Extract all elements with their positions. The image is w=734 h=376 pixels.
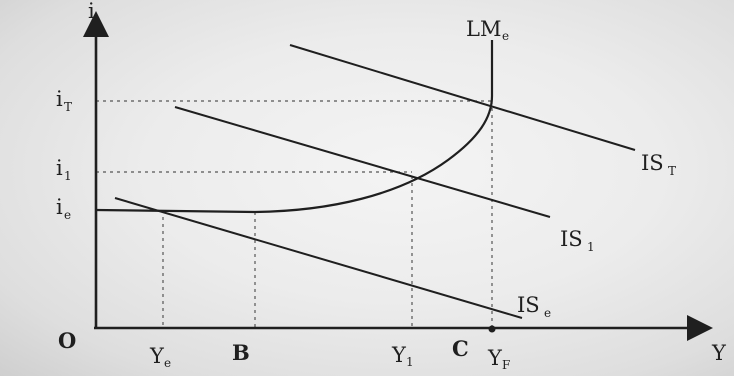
axes [83,11,713,341]
svg-text:e: e [544,306,551,320]
origin-label: O [58,328,76,353]
x-tick-YF: Y F [487,346,510,372]
y-axis-label: i [88,0,95,23]
svg-text:IS: IS [517,293,540,317]
svg-text:IS: IS [641,151,664,175]
svg-text:B: B [232,340,250,365]
svg-text:Y: Y [487,346,503,370]
is-e-label: IS e [517,293,551,320]
x-tick-Y1: Y 1 [391,343,414,369]
lm-label: LM e [466,17,509,43]
y-tick-i1: i 1 [56,156,72,183]
svg-text:T: T [64,100,72,114]
is-curves [114,44,636,319]
svg-text:i: i [56,156,63,180]
is-t-label: IS T [641,151,676,178]
x-tick-Ye: Y e [149,344,171,370]
svg-text:Y: Y [149,344,165,368]
svg-text:C: C [452,336,469,361]
svg-text:1: 1 [587,240,595,254]
y-tick-iT: i T [56,87,72,114]
is-e-curve [114,197,523,319]
svg-text:1: 1 [64,169,72,183]
svg-text:e: e [502,29,509,43]
yf-point [488,325,496,333]
svg-text:i: i [56,87,63,111]
is-t-curve [289,44,636,151]
y-tick-ie: i e [56,195,71,222]
svg-text:F: F [502,358,510,372]
svg-text:e: e [64,208,71,222]
svg-text:Y: Y [391,343,407,367]
x-tick-B: B [232,340,250,365]
x-tick-C: C [452,336,469,361]
svg-text:1: 1 [406,355,414,369]
is-1-label: IS 1 [560,227,595,254]
x-axis-label: Y [711,341,727,365]
svg-text:T: T [668,164,676,178]
guide-lines [96,100,493,327]
svg-text:e: e [164,356,171,370]
lm-curve [95,40,494,214]
svg-text:IS: IS [560,227,583,251]
svg-text:LM: LM [466,17,501,41]
is-1-curve [174,106,551,218]
svg-text:i: i [56,195,63,219]
